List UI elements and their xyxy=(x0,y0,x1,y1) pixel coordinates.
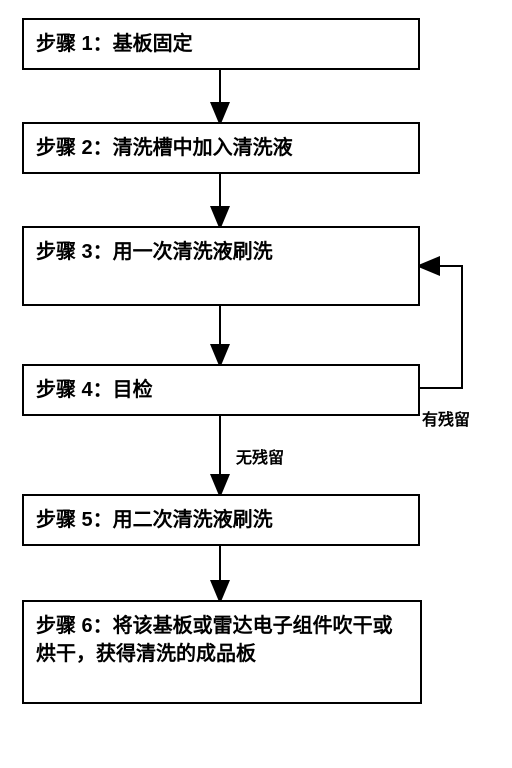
edge-label: 无残留 xyxy=(236,444,284,468)
flowchart-node-step2: 步骤 2：清洗槽中加入清洗液 xyxy=(22,122,420,174)
node-label: 步骤 6：将该基板或雷达电子组件吹干或烘干，获得清洗的成品板 xyxy=(36,615,393,665)
flowchart-node-step4: 步骤 4：目检 xyxy=(22,364,420,416)
node-label: 步骤 5：用二次清洗液刷洗 xyxy=(36,509,273,531)
flowchart-node-step5: 步骤 5：用二次清洗液刷洗 xyxy=(22,494,420,546)
flowchart-node-step3: 步骤 3：用一次清洗液刷洗 xyxy=(22,226,420,306)
node-label: 步骤 3：用一次清洗液刷洗 xyxy=(36,241,273,263)
node-label: 步骤 2：清洗槽中加入清洗液 xyxy=(36,137,293,159)
flowchart-node-step6: 步骤 6：将该基板或雷达电子组件吹干或烘干，获得清洗的成品板 xyxy=(22,600,422,704)
flowchart-node-step1: 步骤 1：基板固定 xyxy=(22,18,420,70)
edge-step4-to-step3 xyxy=(420,266,462,388)
node-label: 步骤 4：目检 xyxy=(36,379,153,401)
node-label: 步骤 1：基板固定 xyxy=(36,33,193,55)
edge-label: 有残留 xyxy=(422,406,470,430)
